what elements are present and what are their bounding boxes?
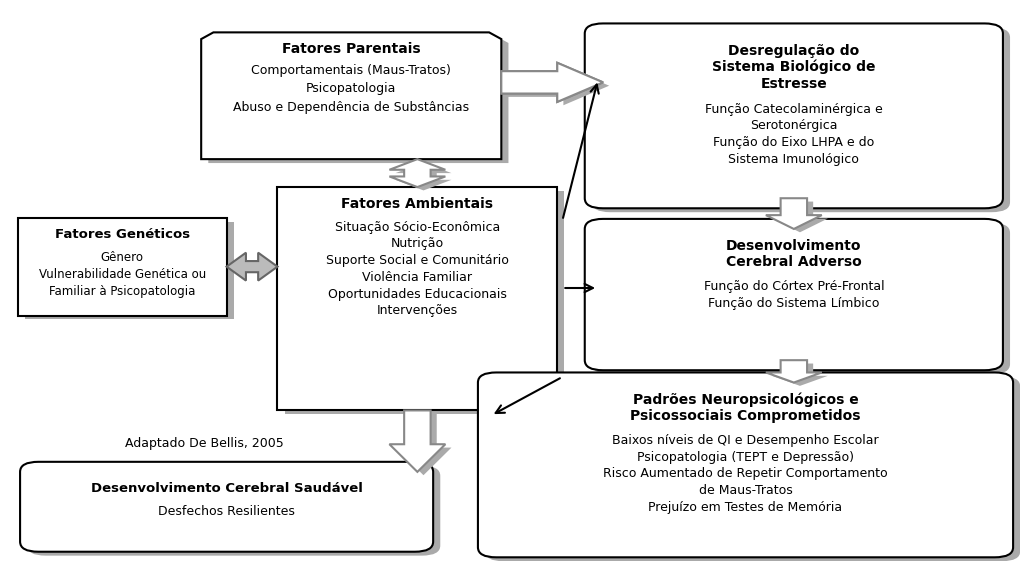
Text: Função do Eixo LHPA e do: Função do Eixo LHPA e do — [713, 136, 875, 149]
Text: Desenvolvimento Cerebral Saudável: Desenvolvimento Cerebral Saudável — [91, 482, 362, 495]
FancyBboxPatch shape — [592, 223, 1010, 374]
Text: Vulnerabilidade Genética ou: Vulnerabilidade Genética ou — [39, 268, 206, 281]
FancyBboxPatch shape — [18, 218, 227, 315]
Text: Fatores Genéticos: Fatores Genéticos — [55, 228, 190, 241]
Text: Função do Córtex Pré-Frontal: Função do Córtex Pré-Frontal — [704, 280, 884, 293]
Text: Risco Aumentado de Repetir Comportamento: Risco Aumentado de Repetir Comportamento — [604, 468, 888, 481]
Text: Suporte Social e Comunitário: Suporte Social e Comunitário — [326, 254, 508, 267]
Polygon shape — [202, 32, 501, 159]
Text: Baixos níveis de QI e Desempenho Escolar: Baixos níveis de QI e Desempenho Escolar — [612, 434, 879, 447]
Polygon shape — [390, 159, 445, 187]
FancyBboxPatch shape — [277, 187, 558, 411]
Text: Situação Sócio-Econômica: Situação Sócio-Econômica — [335, 221, 500, 233]
Text: Desfechos Resilientes: Desfechos Resilientes — [159, 505, 295, 518]
Text: Prejuízo em Testes de Memória: Prejuízo em Testes de Memória — [649, 501, 843, 514]
Polygon shape — [766, 360, 821, 382]
Polygon shape — [507, 66, 609, 105]
FancyBboxPatch shape — [284, 191, 565, 415]
Text: Violência Familiar: Violência Familiar — [362, 271, 473, 284]
Text: Função do Sistema Límbico: Função do Sistema Límbico — [708, 297, 880, 310]
Text: Desregulação do
Sistema Biológico de
Estresse: Desregulação do Sistema Biológico de Est… — [712, 43, 876, 91]
Polygon shape — [396, 414, 451, 475]
FancyBboxPatch shape — [478, 372, 1013, 557]
FancyBboxPatch shape — [28, 466, 440, 556]
Text: Abuso e Dependência de Substâncias: Abuso e Dependência de Substâncias — [233, 100, 470, 113]
Polygon shape — [766, 198, 821, 229]
FancyBboxPatch shape — [485, 376, 1020, 561]
FancyBboxPatch shape — [20, 462, 433, 552]
FancyBboxPatch shape — [26, 222, 233, 319]
Polygon shape — [209, 36, 508, 163]
Text: Oportunidades Educacionais: Oportunidades Educacionais — [328, 288, 506, 301]
FancyBboxPatch shape — [585, 219, 1003, 370]
Polygon shape — [390, 411, 445, 472]
Polygon shape — [772, 201, 828, 232]
Text: Psicopatologia: Psicopatologia — [306, 82, 397, 95]
Text: Psicopatologia (TEPT e Depressão): Psicopatologia (TEPT e Depressão) — [637, 451, 854, 464]
Text: de Maus-Tratos: de Maus-Tratos — [699, 484, 793, 497]
Polygon shape — [501, 63, 604, 102]
Text: Adaptado De Bellis, 2005: Adaptado De Bellis, 2005 — [125, 438, 283, 451]
Text: Sistema Imunológico: Sistema Imunológico — [728, 153, 859, 166]
Text: Nutrição: Nutrição — [391, 237, 444, 250]
Polygon shape — [772, 364, 828, 386]
Text: Gênero: Gênero — [101, 252, 144, 265]
Polygon shape — [396, 162, 451, 191]
FancyBboxPatch shape — [585, 24, 1003, 208]
Text: Intervenções: Intervenções — [376, 305, 458, 318]
Text: Comportamentais (Maus-Tratos): Comportamentais (Maus-Tratos) — [252, 64, 451, 77]
Text: Serotonérgica: Serotonérgica — [750, 120, 838, 133]
Text: Desenvolvimento
Cerebral Adverso: Desenvolvimento Cerebral Adverso — [726, 239, 861, 269]
Text: Fatores Parentais: Fatores Parentais — [282, 42, 420, 56]
Text: Fatores Ambientais: Fatores Ambientais — [342, 197, 493, 211]
Text: Função Catecolaminérgica e: Função Catecolaminérgica e — [705, 103, 883, 116]
FancyBboxPatch shape — [592, 27, 1010, 212]
Text: Familiar à Psicopatologia: Familiar à Psicopatologia — [49, 285, 195, 298]
Polygon shape — [227, 253, 277, 281]
Polygon shape — [501, 63, 604, 102]
Text: Padrões Neuropsicológicos e
Psicossociais Comprometidos: Padrões Neuropsicológicos e Psicossociai… — [630, 393, 860, 423]
